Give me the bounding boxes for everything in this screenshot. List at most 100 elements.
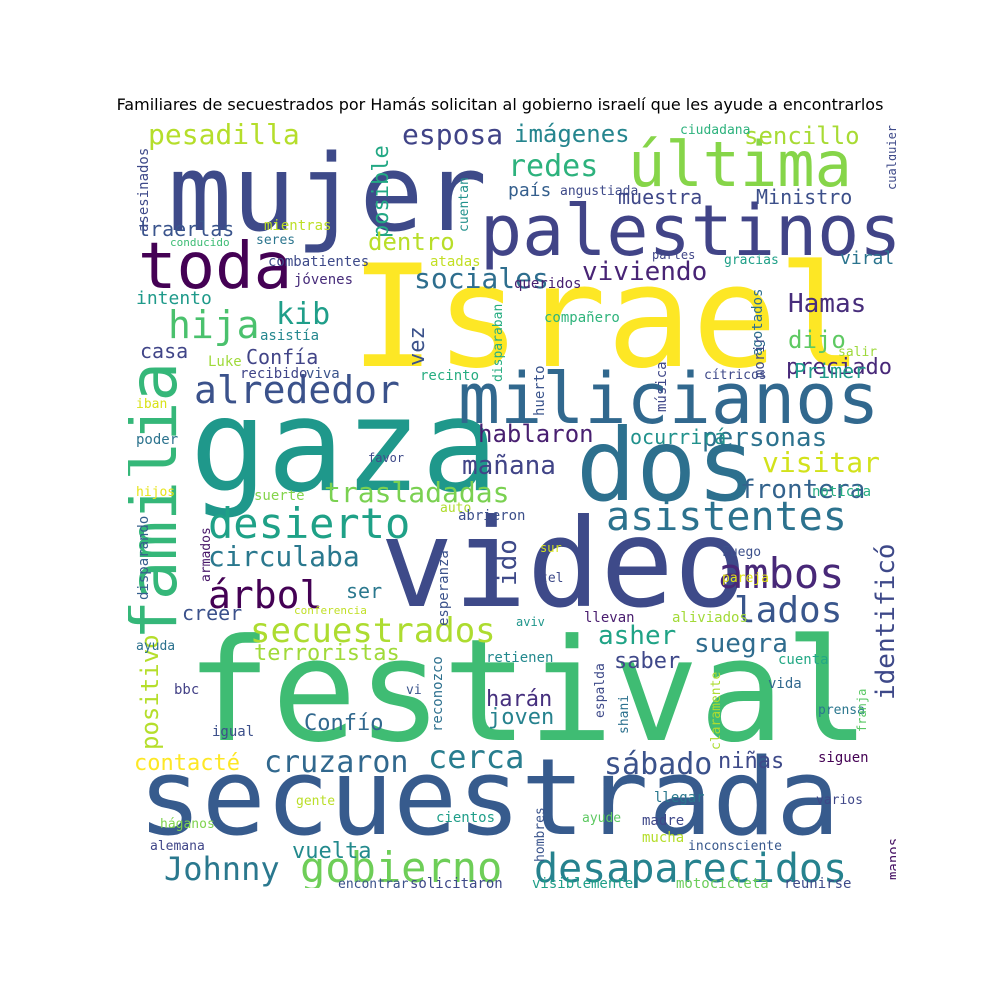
word: conferencia [294,604,367,617]
word: desaparecidos [534,846,847,888]
word: sociales [414,262,549,295]
word: personas [702,423,827,453]
word: hija [168,303,260,347]
word: compañero [544,310,620,326]
word: mientras [264,218,331,234]
word: positivo [136,634,164,750]
word: secuestrados [250,611,496,651]
word: cruzaron [264,745,409,780]
word: poder [136,432,178,448]
word: vida [768,676,802,692]
word: lados [734,590,842,631]
word: huerto [532,365,548,416]
word: partes [652,248,695,262]
word: agotados [750,289,766,356]
word: iban [136,397,167,412]
word: viviendo [582,257,707,287]
word: muestra [618,185,702,209]
word: preciado [786,355,892,380]
word: prensa [818,703,865,718]
word: sencillo [744,122,860,150]
word: aviv [516,615,545,629]
word: vi [406,683,422,698]
word-cloud: Israel festival video gaza secuestrada m… [128,120,896,888]
word: Confío [304,711,383,736]
word: milicianos [458,358,879,440]
word: niñas [718,749,784,774]
word: circulaba [208,540,360,573]
word: toda [138,230,292,304]
word: espalda [593,663,608,718]
word: alrededor [194,368,400,412]
word: morir [752,336,768,378]
word: madre [642,813,684,829]
word: ser [346,579,382,603]
word: motocicleta [676,876,769,888]
word: llevan [584,610,635,626]
word: harán [486,687,552,712]
word: queridos [514,276,581,292]
word: armados [199,527,214,582]
word: visitar [762,446,880,479]
word: gobierno [300,843,502,888]
word: música [654,361,670,412]
word: saber [614,649,680,674]
word: mujer [168,132,487,255]
word: shani [617,695,632,734]
word: video [380,493,747,635]
word: ambos [718,549,844,598]
word: visiblemente [532,876,633,888]
word: cuenta [778,652,829,668]
word: gracias [724,253,779,268]
word: gente [296,794,335,809]
word: asistía [260,328,319,344]
word: Israel [350,235,863,400]
word: reunirse [784,876,851,888]
word: abrieron [458,508,525,524]
word: suegra [694,629,788,659]
word: dentro [368,228,455,256]
chart-title: Familiares de secuestrados por Hamás sol… [116,95,884,114]
word: última [628,128,852,201]
word: auto [440,501,471,516]
word: cuentan [457,177,472,232]
word: asesinados [136,148,152,232]
word: creer [182,601,242,625]
word: cientos [436,810,495,826]
word: bbc [174,682,199,698]
word: seres [256,233,295,248]
word: recinto [420,368,479,384]
word: solicitaron [410,876,503,888]
word: combatientes [268,254,369,270]
word: Johnny [164,850,280,888]
word: Luke [208,354,242,370]
word: favor [368,451,404,465]
word-cloud-canvas: Israel festival video gaza secuestrada m… [128,120,896,888]
word: hijos [136,485,175,500]
word: tel [540,571,563,586]
word: desierto [208,499,410,548]
word: viral [840,248,894,269]
word: frontera [740,475,865,505]
word: háganos [160,817,215,832]
word: reconozco [430,656,446,732]
word: recibido [240,366,307,382]
word: siguen [818,750,869,766]
word: Fuego [722,545,761,560]
word: claramente [709,672,724,750]
word: jóvenes [294,272,353,288]
word: ayuda [136,639,175,654]
word: cualquier [885,125,896,190]
word: vez [405,326,430,366]
word: redes [508,149,598,184]
word: mucha [642,830,684,846]
word: inconsciente [688,839,782,854]
word: disparando [136,516,152,600]
word: noticia [812,484,871,500]
word: ocurrirá [630,425,726,449]
word: ciudadana [680,123,750,138]
word: esperanza [436,550,452,626]
word: dos [576,407,757,524]
word: posible [369,145,394,238]
word: hombres [533,807,548,862]
